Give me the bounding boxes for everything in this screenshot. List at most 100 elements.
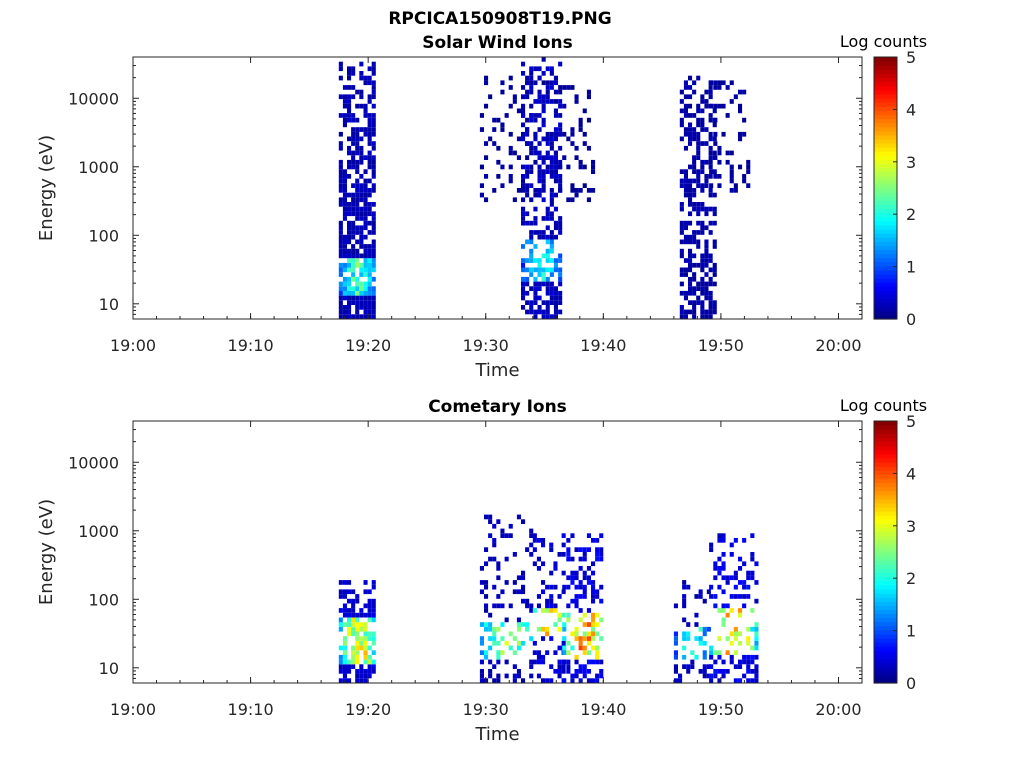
colorbar-segment: [874, 433, 897, 438]
spectrogram-cell: [712, 262, 717, 268]
spectrogram-cell: [536, 650, 541, 655]
colorbar-segment: [874, 216, 897, 222]
spectrogram-cell: [516, 589, 521, 595]
colorbar-segment: [874, 212, 897, 218]
spectrogram-cell: [562, 636, 567, 641]
spectrogram-cell: [549, 99, 554, 104]
colorbar-segment: [874, 298, 897, 304]
spectrogram-cell: [504, 113, 509, 118]
spectrogram-cell: [683, 188, 688, 193]
colorbar-segment: [874, 449, 897, 455]
spectrogram-cell: [355, 295, 360, 301]
spectrogram-cell: [541, 103, 546, 109]
spectrogram-cell: [721, 552, 726, 557]
spectrogram-cell: [553, 169, 558, 174]
spectrogram-cell: [541, 561, 546, 567]
spectrogram-cell: [700, 267, 705, 273]
spectrogram-cell: [549, 239, 554, 245]
spectrogram-cell: [733, 94, 738, 100]
spectrogram-cell: [704, 89, 709, 95]
spectrogram-cell: [679, 169, 684, 174]
spectrogram-cell: [521, 678, 526, 683]
spectrogram-cell: [529, 267, 534, 273]
spectrogram-cell: [355, 622, 360, 627]
spectrogram-cell: [342, 580, 347, 585]
spectrogram-cell: [704, 290, 709, 296]
spectrogram-cell: [342, 85, 347, 90]
spectrogram-cell: [359, 145, 364, 151]
spectrogram-cell: [545, 66, 550, 72]
spectrogram-cell: [351, 622, 356, 627]
spectrogram-cell: [496, 678, 501, 683]
spectrogram-cell: [746, 640, 751, 646]
spectrogram-cell: [363, 155, 368, 160]
spectrogram-cell: [721, 561, 726, 567]
spectrogram-cell: [696, 103, 701, 109]
colorbar-segment: [874, 650, 897, 655]
spectrogram-cell: [355, 131, 360, 137]
spectrogram-cell: [549, 244, 554, 249]
spectrogram-cell: [700, 230, 705, 235]
spectrogram-cell: [484, 650, 489, 655]
spectrogram-cell: [367, 258, 372, 263]
colorbar-segment: [874, 245, 897, 250]
spectrogram-cell: [754, 645, 759, 651]
spectrogram-cell: [371, 169, 376, 174]
spectrogram-cell: [702, 640, 707, 646]
spectrogram-cell: [500, 636, 505, 641]
spectrogram-cell: [541, 216, 546, 221]
spectrogram-cell: [692, 178, 697, 184]
spectrogram-cell: [479, 636, 484, 641]
spectrogram-cell: [553, 220, 558, 226]
colorbar-segment: [874, 261, 897, 267]
spectrogram-cell: [533, 159, 538, 165]
spectrogram-cell: [347, 230, 352, 235]
spectrogram-cell: [558, 103, 563, 109]
spectrogram-cell: [712, 206, 717, 212]
spectrogram-cell: [367, 286, 372, 291]
spectrogram-cell: [545, 584, 550, 590]
spectrogram-cell: [702, 598, 707, 604]
colorbar-segment: [874, 466, 897, 471]
spectrogram-cell: [355, 305, 360, 310]
spectrogram-cell: [692, 113, 697, 118]
x-tick-label: 19:50: [698, 700, 744, 719]
spectrogram-cell: [355, 654, 360, 660]
spectrogram-cell: [717, 654, 722, 660]
spectrogram-cell: [351, 589, 356, 595]
spectrogram-cell: [682, 580, 687, 585]
spectrogram-cell: [371, 295, 376, 301]
spectrogram-cell: [591, 538, 596, 543]
spectrogram-cell: [549, 286, 554, 291]
spectrogram-cell: [679, 230, 684, 235]
spectrogram-cell: [338, 220, 343, 226]
spectrogram-cell: [359, 636, 364, 641]
spectrogram-cell: [713, 659, 718, 665]
spectrogram-cell: [733, 183, 738, 188]
x-axis-label: Time: [474, 724, 519, 745]
colorbar-segment: [874, 552, 897, 557]
spectrogram-cell: [371, 640, 376, 646]
spectrogram-cell: [700, 108, 705, 114]
spectrogram-cell: [696, 145, 701, 151]
spectrogram-cell: [738, 580, 743, 585]
y-tick-label: 100: [88, 226, 119, 245]
spectrogram-cell: [578, 678, 583, 683]
spectrogram-cell: [690, 650, 695, 655]
spectrogram-cell: [342, 640, 347, 646]
spectrogram-cell: [562, 622, 567, 627]
spectrogram-cell: [595, 594, 600, 599]
colorbar-segment: [874, 547, 897, 553]
spectrogram-cell: [371, 603, 376, 609]
colorbar-segment: [874, 302, 897, 308]
spectrogram-cell: [713, 174, 718, 179]
spectrogram-cell: [367, 131, 372, 137]
colorbar-segment: [874, 237, 897, 242]
spectrogram-cell: [371, 300, 376, 305]
spectrogram-cell: [570, 598, 575, 604]
spectrogram-cell: [682, 584, 687, 590]
spectrogram-cell: [682, 654, 687, 660]
spectrogram-cell: [521, 262, 526, 268]
spectrogram-cell: [698, 636, 703, 641]
